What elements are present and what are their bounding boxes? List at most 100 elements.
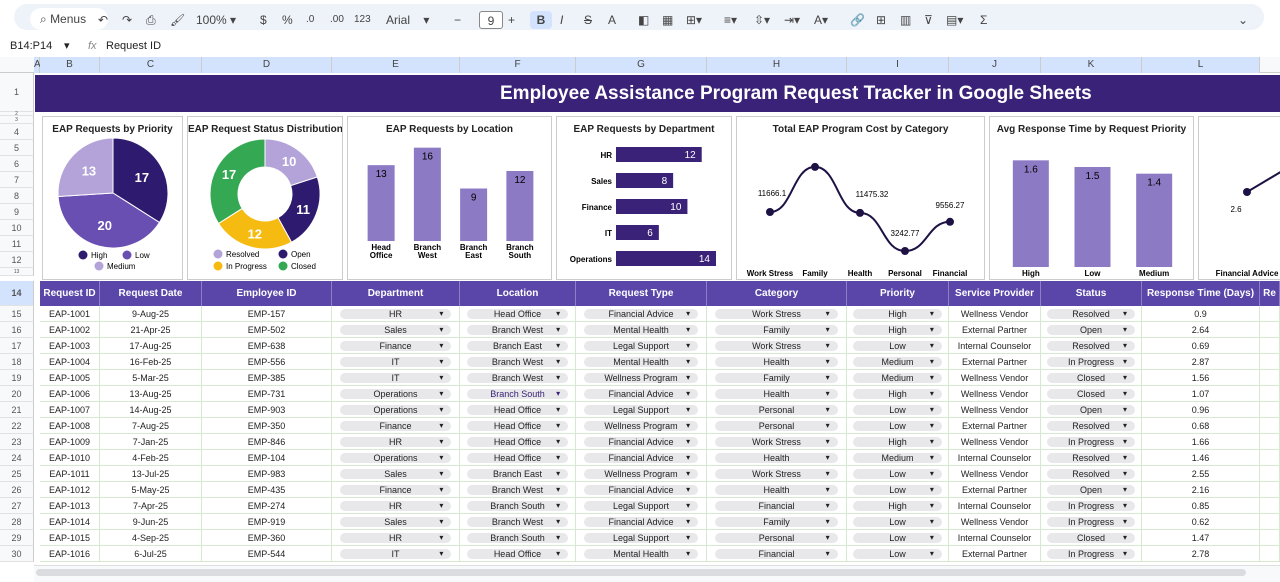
cell-category[interactable]: Health bbox=[707, 450, 847, 466]
collapse-toolbar-icon[interactable]: ⌄ bbox=[1238, 13, 1249, 27]
cell-employee-id[interactable]: EMP-385 bbox=[202, 370, 332, 386]
dropdown-chip[interactable]: Mental Health bbox=[583, 357, 699, 367]
bar[interactable] bbox=[460, 188, 488, 242]
cell-priority[interactable]: Low bbox=[847, 418, 949, 434]
cell-request-date[interactable]: 17-Aug-25 bbox=[100, 338, 202, 354]
cell-request-type[interactable]: Legal Support bbox=[576, 402, 707, 418]
cell-department[interactable]: Operations bbox=[332, 402, 460, 418]
dropdown-chip[interactable]: Closed bbox=[1047, 389, 1135, 399]
bar[interactable] bbox=[367, 165, 395, 241]
print-icon[interactable]: ⎙ bbox=[146, 13, 156, 27]
cell-request-type[interactable]: Mental Health bbox=[576, 322, 707, 338]
cell-service-provider[interactable]: Internal Counselor bbox=[949, 498, 1041, 514]
dropdown-chip[interactable]: Branch West bbox=[466, 517, 569, 527]
cell-status[interactable]: Open bbox=[1041, 322, 1142, 338]
dropdown-chip[interactable]: Branch East bbox=[466, 341, 569, 351]
dropdown-chip[interactable]: High bbox=[853, 437, 942, 447]
cell-status[interactable]: In Progress bbox=[1041, 434, 1142, 450]
row-header-5[interactable]: 5 bbox=[0, 140, 34, 156]
dropdown-chip[interactable]: IT bbox=[339, 373, 452, 383]
cell-response-time-days-[interactable]: 0.96 bbox=[1142, 402, 1260, 418]
dropdown-chip[interactable]: Low bbox=[853, 533, 942, 543]
cell-category[interactable]: Family bbox=[707, 370, 847, 386]
dropdown-chip[interactable]: Mental Health bbox=[583, 549, 699, 559]
row-header-6[interactable]: 6 bbox=[0, 156, 34, 172]
bar[interactable] bbox=[1074, 167, 1111, 267]
cell-employee-id[interactable]: EMP-274 bbox=[202, 498, 332, 514]
bar[interactable] bbox=[616, 225, 659, 240]
column-header-location[interactable]: Location bbox=[460, 281, 576, 306]
bar[interactable] bbox=[616, 147, 702, 162]
column-header-request-date[interactable]: Request Date bbox=[100, 281, 202, 306]
cell-response-time-days-[interactable]: 2.78 bbox=[1142, 546, 1260, 562]
row-header-25[interactable]: 25 bbox=[0, 466, 34, 482]
cell-request-id[interactable]: EAP-1002 bbox=[40, 322, 100, 338]
cell-response-time-days-[interactable]: 2.55 bbox=[1142, 466, 1260, 482]
cell-service-provider[interactable]: External Partner bbox=[949, 482, 1041, 498]
cell-status[interactable]: Resolved bbox=[1041, 450, 1142, 466]
column-header-employee-id[interactable]: Employee ID bbox=[202, 281, 332, 306]
bar[interactable] bbox=[616, 251, 716, 266]
italic-button[interactable]: I bbox=[560, 13, 564, 27]
column-header-G[interactable]: G bbox=[576, 57, 707, 73]
cell-department[interactable]: Operations bbox=[332, 450, 460, 466]
dropdown-chip[interactable]: Sales bbox=[339, 469, 452, 479]
cell-request-type[interactable]: Financial Advice bbox=[576, 482, 707, 498]
cell-category[interactable]: Family bbox=[707, 514, 847, 530]
cell-service-provider[interactable]: Wellness Vendor bbox=[949, 466, 1041, 482]
cell-request-id[interactable]: EAP-1015 bbox=[40, 530, 100, 546]
dropdown-chip[interactable]: Low bbox=[853, 405, 942, 415]
dropdown-chip[interactable]: In Progress bbox=[1047, 517, 1135, 527]
row-header-29[interactable]: 29 bbox=[0, 530, 34, 546]
cell-empty[interactable] bbox=[1260, 418, 1280, 434]
filter-icon[interactable]: ⊽ bbox=[924, 13, 933, 27]
cell-status[interactable]: In Progress bbox=[1041, 498, 1142, 514]
name-box[interactable]: B14:P14 bbox=[10, 40, 53, 52]
cell-category[interactable]: Personal bbox=[707, 530, 847, 546]
cell-status[interactable]: Resolved bbox=[1041, 306, 1142, 322]
cell-service-provider[interactable]: External Partner bbox=[949, 354, 1041, 370]
functions-button[interactable]: Σ bbox=[980, 13, 988, 27]
cell-empty[interactable] bbox=[1260, 498, 1280, 514]
cell-response-time-days-[interactable]: 1.66 bbox=[1142, 434, 1260, 450]
cell-empty[interactable] bbox=[1260, 466, 1280, 482]
vertical-align-icon[interactable]: ⇳▾ bbox=[754, 13, 771, 27]
cell-response-time-days-[interactable]: 2.87 bbox=[1142, 354, 1260, 370]
cell-empty[interactable] bbox=[1260, 482, 1280, 498]
dropdown-chip[interactable]: In Progress bbox=[1047, 357, 1135, 367]
row-header-23[interactable]: 23 bbox=[0, 434, 34, 450]
dropdown-chip[interactable]: Low bbox=[853, 485, 942, 495]
column-header-status[interactable]: Status bbox=[1041, 281, 1142, 306]
dropdown-chip[interactable]: Head Office bbox=[466, 309, 569, 319]
data-point[interactable] bbox=[946, 217, 954, 226]
row-header-3[interactable]: 3 bbox=[0, 116, 34, 124]
dropdown-chip[interactable]: Legal Support bbox=[583, 533, 699, 543]
cell-empty[interactable] bbox=[1260, 354, 1280, 370]
cell-status[interactable]: In Progress bbox=[1041, 546, 1142, 562]
dropdown-chip[interactable]: Branch East bbox=[466, 469, 569, 479]
dropdown-chip[interactable]: Health bbox=[715, 485, 838, 495]
cell-service-provider[interactable]: Wellness Vendor bbox=[949, 306, 1041, 322]
cell-priority[interactable]: Medium bbox=[847, 450, 949, 466]
filter-views-icon[interactable]: ▤▾ bbox=[946, 13, 964, 27]
row-header-1[interactable]: 1 bbox=[0, 73, 34, 112]
cell-service-provider[interactable]: External Partner bbox=[949, 418, 1041, 434]
dropdown-chip[interactable]: Resolved bbox=[1047, 453, 1135, 463]
cell-status[interactable]: Resolved bbox=[1041, 466, 1142, 482]
paint-format-icon[interactable]: 🖌 bbox=[170, 13, 186, 27]
dropdown-chip[interactable]: Open bbox=[1047, 485, 1135, 495]
dropdown-chip[interactable]: Wellness Program bbox=[583, 373, 699, 383]
text-color-button[interactable]: A bbox=[608, 13, 617, 27]
dropdown-chip[interactable]: Low bbox=[853, 549, 942, 559]
row-header-17[interactable]: 17 bbox=[0, 338, 34, 354]
cell-department[interactable]: Finance bbox=[332, 418, 460, 434]
column-header-H[interactable]: H bbox=[707, 57, 847, 73]
column-header-J[interactable]: J bbox=[949, 57, 1041, 73]
column-header-F[interactable]: F bbox=[460, 57, 576, 73]
cell-location[interactable]: Branch West bbox=[460, 354, 576, 370]
bar[interactable] bbox=[413, 147, 441, 241]
column-header-priority[interactable]: Priority bbox=[847, 281, 949, 306]
cell-response-time-days-[interactable]: 0.9 bbox=[1142, 306, 1260, 322]
cell-request-type[interactable]: Mental Health bbox=[576, 546, 707, 562]
cell-location[interactable]: Head Office bbox=[460, 450, 576, 466]
